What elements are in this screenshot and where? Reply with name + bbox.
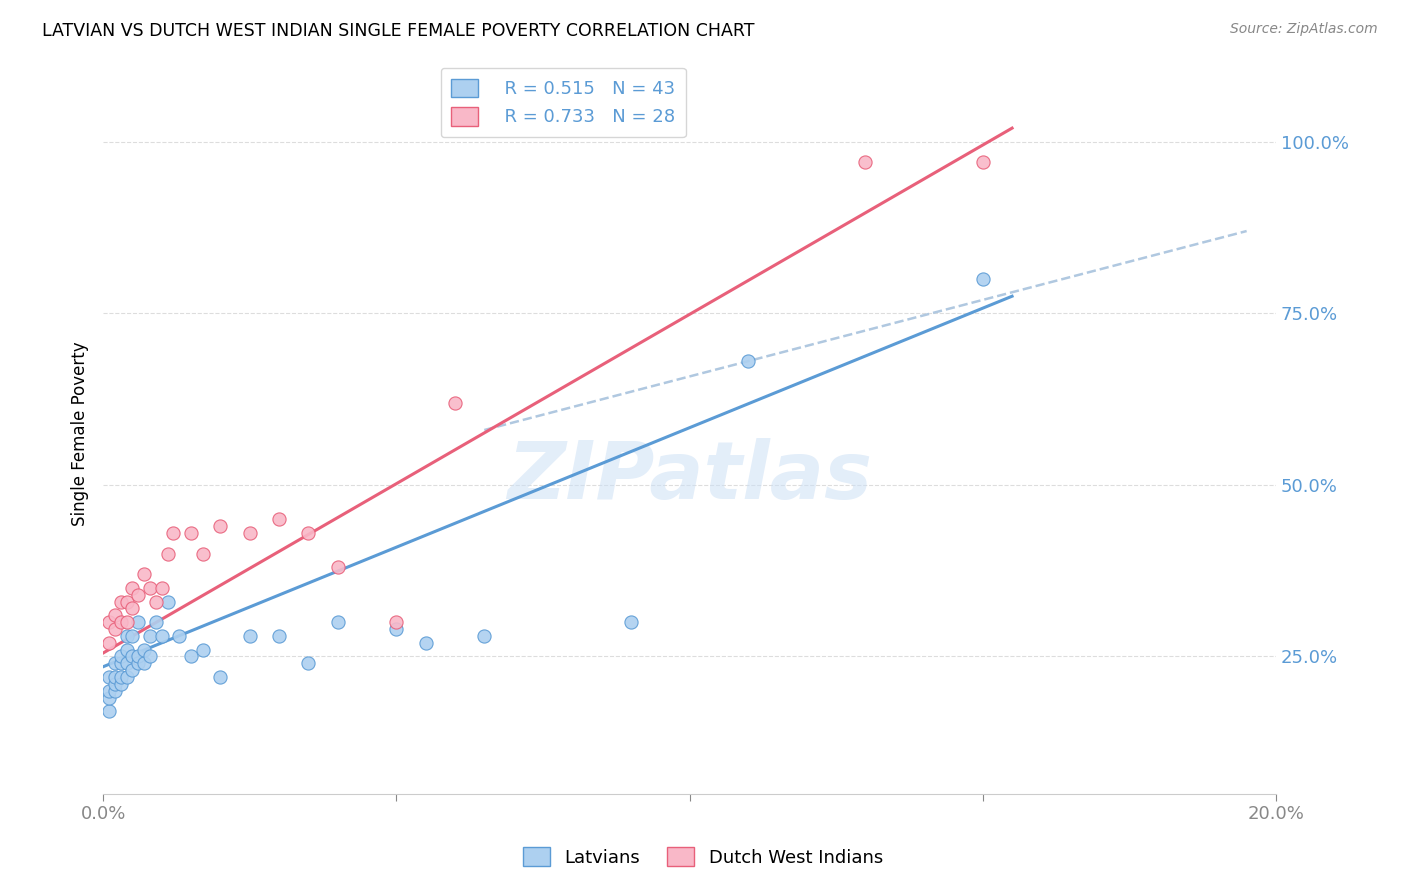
Point (385, 622, 408, 636)
Point (139, 649, 162, 664)
Point (134, 657, 156, 671)
Point (972, 272, 994, 286)
Point (104, 608, 127, 623)
Point (115, 615, 138, 629)
Point (145, 594, 167, 608)
Point (620, 615, 643, 629)
Point (297, 657, 319, 671)
Point (115, 629, 138, 643)
Legend: Latvians, Dutch West Indians: Latvians, Dutch West Indians (516, 840, 890, 874)
Point (267, 629, 290, 643)
Point (150, 629, 173, 643)
Point (115, 594, 138, 608)
Point (104, 683, 127, 698)
Point (191, 547, 214, 561)
Point (209, 519, 232, 533)
Point (121, 581, 143, 595)
Point (121, 601, 143, 615)
Point (98, 704, 121, 718)
Point (104, 670, 127, 684)
Point (98, 690, 121, 705)
Point (239, 525, 262, 540)
Point (98, 670, 121, 684)
Point (444, 395, 467, 409)
Point (472, 629, 495, 643)
Point (110, 594, 132, 608)
Point (110, 677, 132, 691)
Text: Source: ZipAtlas.com: Source: ZipAtlas.com (1230, 22, 1378, 37)
Point (972, 155, 994, 169)
Point (110, 615, 132, 629)
Y-axis label: Single Female Poverty: Single Female Poverty (72, 341, 89, 525)
Point (297, 525, 319, 540)
Point (127, 588, 149, 602)
Point (156, 547, 179, 561)
Point (98, 683, 121, 698)
Point (180, 649, 202, 664)
Point (115, 670, 138, 684)
Point (104, 657, 127, 671)
Point (115, 642, 138, 657)
Point (127, 657, 149, 671)
Point (191, 642, 214, 657)
Point (162, 525, 184, 540)
Point (139, 581, 162, 595)
Point (115, 657, 138, 671)
Point (415, 636, 437, 650)
Point (127, 615, 149, 629)
Point (121, 663, 143, 677)
Point (110, 657, 132, 671)
Text: ZIPatlas: ZIPatlas (508, 438, 872, 516)
Point (104, 622, 127, 636)
Point (98, 615, 121, 629)
Point (855, 155, 877, 169)
Point (209, 670, 232, 684)
Legend:   R = 0.515   N = 43,   R = 0.733   N = 28: R = 0.515 N = 43, R = 0.733 N = 28 (440, 68, 686, 137)
Point (145, 615, 167, 629)
Point (134, 642, 156, 657)
Point (134, 567, 156, 582)
Point (180, 525, 202, 540)
Point (110, 649, 132, 664)
Point (169, 629, 191, 643)
Point (326, 615, 349, 629)
Point (127, 649, 149, 664)
Point (104, 677, 127, 691)
Point (121, 649, 143, 664)
Point (98, 636, 121, 650)
Point (239, 629, 262, 643)
Point (110, 670, 132, 684)
Point (156, 594, 179, 608)
Point (139, 629, 162, 643)
Point (267, 512, 290, 526)
Point (326, 560, 349, 574)
Text: LATVIAN VS DUTCH WEST INDIAN SINGLE FEMALE POVERTY CORRELATION CHART: LATVIAN VS DUTCH WEST INDIAN SINGLE FEMA… (42, 22, 755, 40)
Point (121, 629, 143, 643)
Point (737, 354, 759, 368)
Point (150, 581, 173, 595)
Point (385, 615, 408, 629)
